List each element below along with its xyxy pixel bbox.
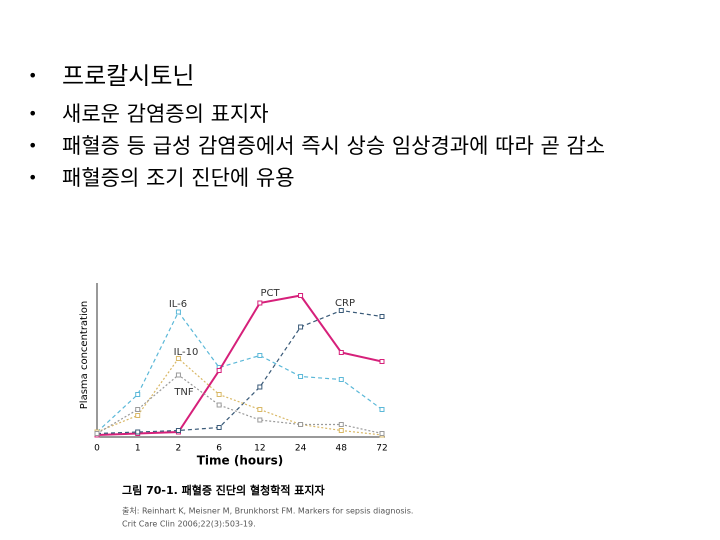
source: 출처: Reinhart K, Meisner M, Brunkhorst FM… [122,506,413,516]
data-point [216,402,222,408]
data-point [257,407,263,412]
series-label: IL-10 [174,347,199,358]
series-line [96,357,383,436]
series-line [96,294,383,436]
data-point [338,308,344,313]
data-point [135,407,141,412]
data-point [379,314,385,319]
x-tick-label: 12 [254,444,265,454]
bullet: 새로운 감염증의 표지자 [28,100,688,128]
x-tick-label: 48 [336,444,348,454]
bullet-list: 프로칼시토닌 새로운 감염증의 표지자 패혈증 등 급성 감염증에서 즉시 상승… [28,62,688,196]
data-point [298,422,304,427]
data-point [338,377,344,382]
data-point [257,300,263,306]
bullet: 프로칼시토닌 [28,62,688,90]
x-axis-label: Time (hours) [197,454,283,468]
bullet: 패혈증 등 급성 감염증에서 즉시 상승 임상경과에 따라 곧 감소 [28,132,688,160]
x-tick-label: 24 [295,444,307,454]
caption: 그림 70-1. 패혈증 진단의 혈청학적 표지자 [122,483,326,497]
data-point [175,309,181,315]
data-point [175,356,181,361]
data-point [216,425,222,430]
data-point [379,407,385,412]
bullet: 패혈증의 조기 진단에 유용 [28,164,688,192]
data-point [175,372,181,378]
data-point [298,324,304,330]
data-point [216,368,222,373]
data-point [338,428,344,433]
data-point [379,431,385,436]
data-point [379,359,385,364]
data-point [257,384,263,390]
data-point [298,293,304,298]
series-line [96,310,383,433]
data-point [216,392,222,397]
data-point [135,413,141,418]
x-tick-label: 2 [176,444,182,454]
series-line [96,374,383,435]
x-tick-label: 6 [216,444,222,454]
y-axis-label: Plasma concentration [79,301,90,409]
x-tick-label: 0 [94,444,100,454]
x-tick-label: 1 [135,444,141,454]
series-line [96,309,383,435]
series-label: CRP [335,298,355,309]
series-label: TNF [173,387,194,398]
data-point [135,429,141,435]
series-label: IL-6 [169,299,187,310]
data-point [257,353,263,358]
data-point [257,417,263,423]
data-point [338,350,344,355]
data-point [298,374,304,379]
source: Crit Care Clin 2006;22(3):503-19. [122,520,256,529]
data-point [94,431,100,436]
series-label: PCT [260,288,280,299]
data-point [175,428,181,433]
data-point [135,392,141,397]
data-point [338,422,344,427]
x-tick-label: 72 [376,444,387,454]
